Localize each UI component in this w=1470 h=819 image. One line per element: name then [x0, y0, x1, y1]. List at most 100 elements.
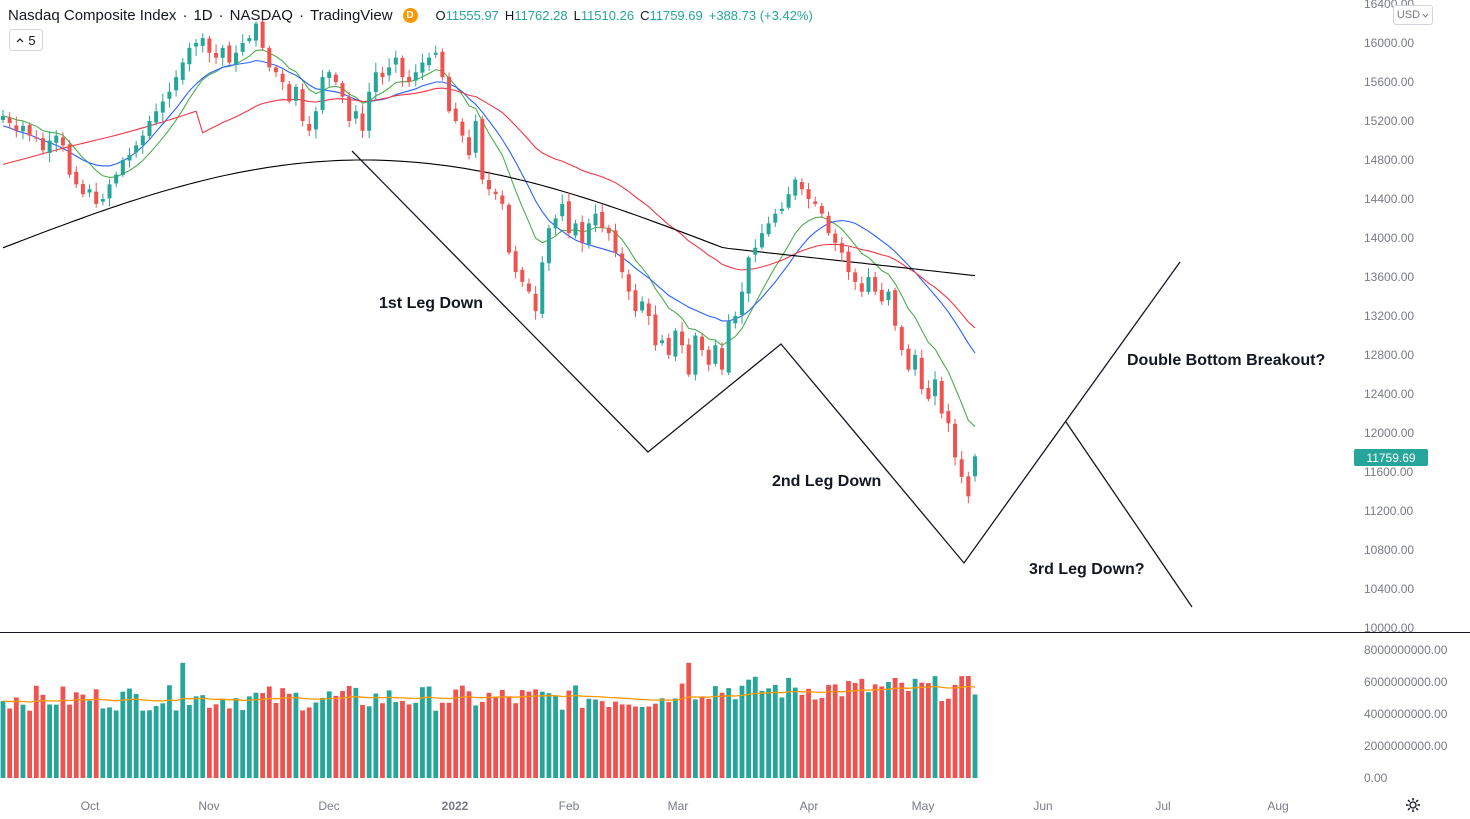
price-tick: 13600.00	[1364, 270, 1414, 284]
volume-bar	[40, 694, 46, 778]
volume-bar	[466, 691, 472, 778]
price-tick: 11200.00	[1364, 504, 1413, 518]
volume-bar	[486, 692, 492, 778]
volume-bar	[53, 704, 59, 778]
volume-bar	[972, 694, 978, 778]
candle	[174, 70, 179, 97]
price-tick: 13200.00	[1364, 309, 1414, 323]
annotation-leg3: 3rd Leg Down?	[1029, 561, 1145, 578]
source-label: TradingView	[309, 6, 393, 24]
volume-tick: 8000000000.00	[1364, 643, 1448, 657]
indicator-toggle-button[interactable]: 5	[9, 29, 43, 51]
candle	[933, 371, 938, 406]
candle	[413, 64, 418, 87]
time-tick: Nov	[198, 799, 219, 813]
candle	[387, 58, 392, 82]
delayed-badge-icon[interactable]: D	[402, 7, 418, 23]
candle	[613, 223, 618, 258]
candle	[220, 44, 225, 66]
candle	[100, 193, 105, 206]
volume-bar	[193, 696, 199, 778]
candle	[360, 104, 365, 138]
candle	[859, 276, 864, 297]
volume-bar	[400, 700, 405, 778]
candle	[227, 41, 232, 65]
volume-bar	[426, 686, 432, 778]
candle	[546, 224, 551, 271]
candle	[633, 284, 638, 318]
candle	[80, 179, 85, 198]
volume-bar	[599, 701, 605, 778]
volume-bar	[666, 702, 672, 778]
price-tick: 10800.00	[1364, 543, 1414, 557]
volume-bar	[659, 698, 665, 778]
candle	[54, 130, 59, 153]
candle	[893, 287, 898, 331]
volume-bar	[839, 696, 845, 778]
volume-bar	[353, 687, 359, 778]
volume-bar	[147, 710, 152, 778]
volume-bar	[393, 702, 399, 778]
candle	[526, 278, 531, 294]
candle	[473, 114, 478, 158]
volume-tick: 0.00	[1364, 771, 1388, 785]
candle	[733, 311, 738, 329]
volume-bar	[772, 685, 778, 778]
interval-label[interactable]: 1D	[193, 6, 213, 24]
candle	[433, 45, 438, 58]
indicator-count: 5	[28, 32, 36, 48]
volume-bar	[120, 691, 126, 778]
volume-bar	[47, 704, 53, 778]
candle	[953, 418, 958, 466]
volume-bar	[60, 686, 66, 778]
price-tick: 14000.00	[1364, 231, 1414, 245]
time-tick: Jul	[1155, 799, 1170, 813]
volume-bar	[872, 684, 878, 778]
volume-bar	[273, 703, 279, 778]
volume-bar	[153, 706, 159, 778]
volume-bar	[546, 693, 552, 778]
volume-bar	[253, 692, 259, 778]
candle	[87, 184, 92, 198]
time-tick: 2022	[442, 799, 469, 813]
volume-bar	[206, 707, 212, 778]
price-tick: 14800.00	[1364, 153, 1414, 167]
candle	[194, 38, 199, 56]
volume-bar	[459, 685, 465, 778]
volume-bar	[619, 704, 625, 778]
candle	[154, 103, 159, 126]
price-tick: 12400.00	[1364, 387, 1414, 401]
volume-bar	[7, 708, 13, 778]
volume-bar	[446, 702, 452, 778]
annotation-leg2: 2nd Leg Down	[772, 473, 881, 490]
volume-bar	[739, 685, 745, 778]
volume-bar	[746, 679, 752, 778]
candle	[646, 298, 651, 326]
volume-bar	[919, 682, 925, 778]
volume-tick: 6000000000.00	[1364, 675, 1448, 689]
candle	[307, 116, 312, 137]
time-tick: Feb	[559, 799, 580, 813]
volume-bar	[340, 691, 345, 778]
candle	[506, 202, 511, 256]
volume-bar	[246, 696, 252, 778]
candle	[467, 129, 472, 160]
volume-bar	[899, 682, 905, 778]
volume-tick: 2000000000.00	[1364, 739, 1448, 753]
volume-bar	[606, 706, 612, 778]
volume-bar	[200, 695, 206, 778]
candle	[966, 471, 971, 504]
candle	[773, 208, 778, 227]
candle	[706, 346, 711, 372]
time-tick: Mar	[668, 799, 689, 813]
volume-bar	[100, 708, 106, 778]
volume-bar	[326, 691, 332, 778]
currency-selector[interactable]: USD	[1393, 5, 1433, 25]
price-tick: 10000.00	[1364, 621, 1414, 635]
candle	[533, 286, 538, 320]
gear-icon[interactable]	[1405, 797, 1421, 813]
symbol-name[interactable]: Nasdaq Composite Index	[8, 6, 177, 24]
candle	[107, 179, 112, 207]
volume-bar	[779, 697, 785, 778]
